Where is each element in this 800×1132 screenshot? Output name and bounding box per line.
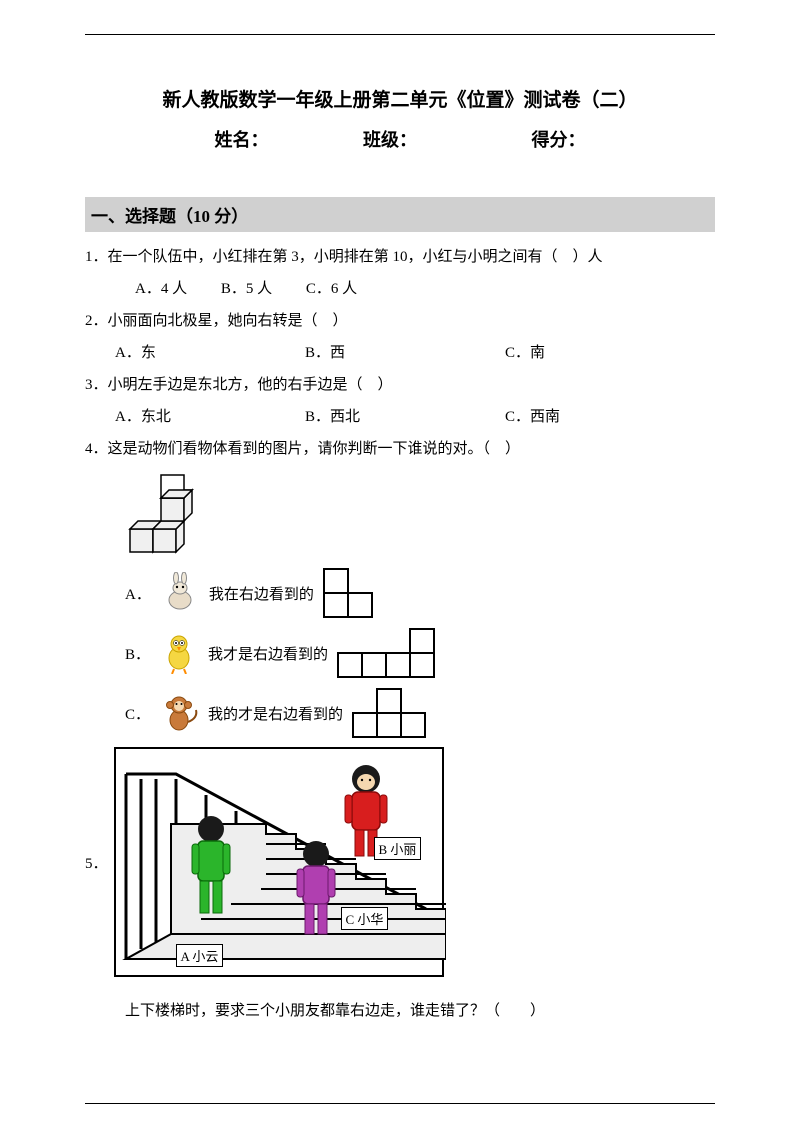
q5-stairs-figure: B 小丽 C 小华 A 小云 bbox=[114, 747, 444, 977]
q3-options: A．东北 B．西北 C．西南 bbox=[85, 402, 715, 432]
q5-row: 5． bbox=[85, 747, 715, 977]
q2-options: A．东 B．西 C．南 bbox=[85, 338, 715, 368]
name-label: 姓名： bbox=[215, 126, 269, 152]
q5-labelC: C 小华 bbox=[341, 907, 389, 930]
q4-optB-shape bbox=[336, 627, 436, 679]
top-rule bbox=[85, 34, 715, 35]
rabbit-icon bbox=[159, 572, 201, 614]
q4-optC-label: C． bbox=[125, 703, 150, 724]
q4-optA: A． 我在右边看到的 bbox=[125, 567, 715, 619]
q4-optA-text: 我在右边看到的 bbox=[209, 583, 314, 604]
q4-optB: B． 我才是右边看到的 bbox=[125, 627, 715, 679]
q3-text: 3．小明左手边是东北方，他的右手边是（ ） bbox=[85, 370, 715, 400]
section-heading: 一、选择题（10 分） bbox=[85, 197, 715, 232]
info-line: 姓名： 班级： 得分： bbox=[85, 126, 715, 152]
q4-optC-text: 我的才是右边看到的 bbox=[208, 703, 343, 724]
q4-cube-figure bbox=[125, 474, 715, 559]
q4-optC-shape bbox=[351, 687, 451, 739]
q4-optB-text: 我才是右边看到的 bbox=[208, 643, 328, 664]
class-label: 班级： bbox=[363, 126, 417, 152]
q5-labelA: A 小云 bbox=[176, 944, 224, 967]
q1-optB: B．5 人 bbox=[221, 281, 272, 297]
q3-optA: A．东北 bbox=[115, 402, 305, 432]
q3-optB: B．西北 bbox=[305, 402, 505, 432]
q4-text: 4．这是动物们看物体看到的图片，请你判断一下谁说的对。（ ） bbox=[85, 434, 715, 464]
q5-labelB: B 小丽 bbox=[374, 837, 422, 860]
page-title: 新人教版数学一年级上册第二单元《位置》测试卷（二） bbox=[85, 85, 715, 112]
bottom-rule bbox=[85, 1103, 715, 1104]
monkey-icon bbox=[158, 692, 200, 734]
q1-optC: C．6 人 bbox=[306, 281, 357, 297]
q2-optA: A．东 bbox=[115, 338, 305, 368]
q2-optC: C．南 bbox=[505, 338, 545, 368]
q4-optC: C． 我的才是右边看到的 bbox=[125, 687, 715, 739]
q1-text: 1．在一个队伍中，小红排在第 3，小明排在第 10，小红与小明之间有（ ）人 bbox=[85, 242, 715, 272]
q2-text: 2．小丽面向北极星，她向右转是（ ） bbox=[85, 306, 715, 336]
q3-optC: C．西南 bbox=[505, 402, 560, 432]
q4-optA-shape bbox=[322, 567, 397, 619]
q2-optB: B．西 bbox=[305, 338, 505, 368]
bird-icon bbox=[158, 632, 200, 674]
q1-optA: A．4 人 bbox=[135, 281, 187, 297]
q1-options: A．4 人 B．5 人 C．6 人 bbox=[85, 274, 715, 304]
q4-optB-label: B． bbox=[125, 643, 150, 664]
q5-text: 上下楼梯时，要求三个小朋友都靠右边走，谁走错了？（ ） bbox=[85, 999, 715, 1020]
q5-num: 5． bbox=[85, 852, 108, 873]
score-label: 得分： bbox=[532, 126, 586, 152]
q4-optA-label: A． bbox=[125, 583, 151, 604]
